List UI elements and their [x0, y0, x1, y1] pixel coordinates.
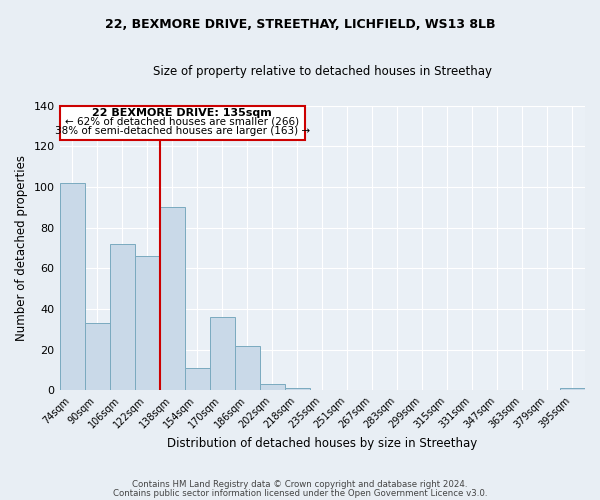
- Text: 22 BEXMORE DRIVE: 135sqm: 22 BEXMORE DRIVE: 135sqm: [92, 108, 272, 118]
- Bar: [209, 317, 235, 390]
- Bar: [59, 106, 305, 140]
- Text: Contains HM Land Registry data © Crown copyright and database right 2024.: Contains HM Land Registry data © Crown c…: [132, 480, 468, 489]
- Text: Contains public sector information licensed under the Open Government Licence v3: Contains public sector information licen…: [113, 489, 487, 498]
- Text: 22, BEXMORE DRIVE, STREETHAY, LICHFIELD, WS13 8LB: 22, BEXMORE DRIVE, STREETHAY, LICHFIELD,…: [105, 18, 495, 30]
- Bar: [235, 346, 260, 391]
- Text: 38% of semi-detached houses are larger (163) →: 38% of semi-detached houses are larger (…: [55, 126, 310, 136]
- Bar: [285, 388, 310, 390]
- Text: ← 62% of detached houses are smaller (266): ← 62% of detached houses are smaller (26…: [65, 116, 299, 126]
- Y-axis label: Number of detached properties: Number of detached properties: [15, 155, 28, 341]
- Bar: [260, 384, 285, 390]
- Bar: [59, 183, 85, 390]
- Title: Size of property relative to detached houses in Streethay: Size of property relative to detached ho…: [153, 65, 492, 78]
- Bar: [134, 256, 160, 390]
- Bar: [185, 368, 209, 390]
- Bar: [560, 388, 585, 390]
- Bar: [85, 323, 110, 390]
- Bar: [160, 207, 185, 390]
- Bar: [110, 244, 134, 390]
- X-axis label: Distribution of detached houses by size in Streethay: Distribution of detached houses by size …: [167, 437, 478, 450]
